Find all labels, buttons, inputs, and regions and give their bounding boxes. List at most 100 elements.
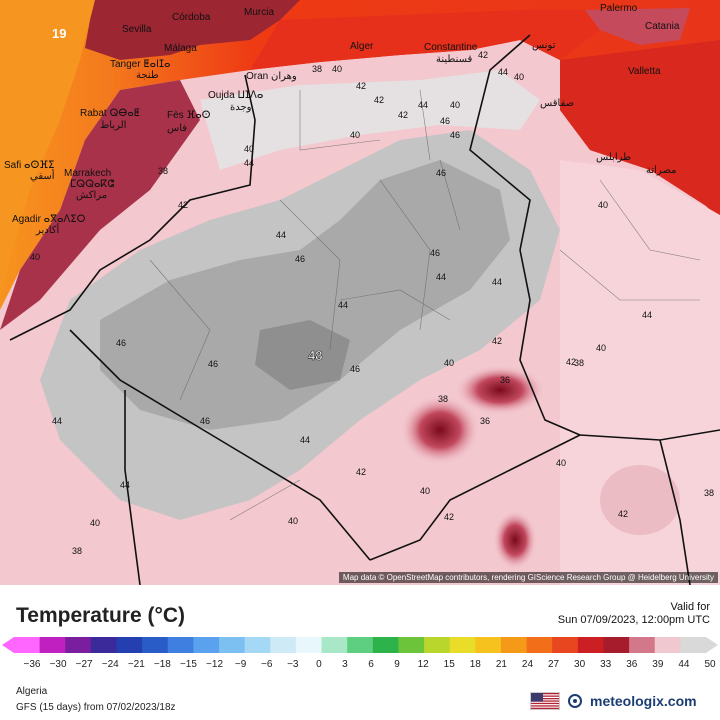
colorbar-right-arrow <box>706 637 718 653</box>
contour-label: 38 <box>438 394 448 404</box>
city-fes-ar[interactable]: فاس <box>167 123 187 134</box>
colorbar-segment <box>295 637 323 653</box>
contour-label: 40 <box>244 144 254 154</box>
contour-label: 44 <box>338 300 348 310</box>
city-sfax[interactable]: صفاقس <box>540 98 574 109</box>
colorbar-segment <box>449 637 476 653</box>
city-valletta[interactable]: Valletta <box>628 66 661 77</box>
border-algeria-libya <box>519 249 581 436</box>
city-tanger-ar[interactable]: طنجة <box>136 70 159 81</box>
colorbar-segment <box>680 637 707 653</box>
city-safi-ar[interactable]: أسفي <box>30 169 55 182</box>
sicily-land <box>585 8 690 45</box>
contour-label: 40 <box>444 358 454 368</box>
contour-label: 44 <box>492 277 502 287</box>
contour-label: 46 <box>436 168 446 178</box>
city-rabat[interactable]: Rabat ⵕⴱⴰⵟ <box>80 108 140 119</box>
city-catania[interactable]: Catania <box>645 21 680 32</box>
contour-label: 42 <box>356 467 366 477</box>
hotspot-hoggar <box>400 395 480 465</box>
colorbar-tick-label: 6 <box>368 659 374 670</box>
legend-title: Temperature (°C) <box>16 604 186 627</box>
colorbar-segment <box>398 637 425 653</box>
contour-label: 44 <box>300 435 310 445</box>
contour-label: 42 <box>566 357 576 367</box>
colorbar-tick-label: 3 <box>342 659 348 670</box>
city-constantine[interactable]: Constantine <box>424 42 478 53</box>
hotspot-niger <box>600 465 680 535</box>
city-oran[interactable]: Oran وهران <box>246 71 297 82</box>
colorbar-tick-label: 27 <box>547 659 560 670</box>
colorbar-segment <box>424 637 451 653</box>
colorbar-segment <box>167 637 194 653</box>
contour-label: 44 <box>52 416 62 426</box>
hot-core-48 <box>255 320 350 390</box>
morocco-hot-zone <box>0 80 200 330</box>
city-marrakech[interactable]: Marrakech <box>64 168 111 179</box>
hotspot-south <box>493 510 537 570</box>
city-alger[interactable]: Alger <box>350 41 374 52</box>
contour-labels: 19 38 40 42 40 44 42 40 42 44 46 40 46 4… <box>30 26 714 556</box>
us-flag-icon[interactable] <box>530 692 560 710</box>
colorbar-tick-label: 0 <box>316 659 322 670</box>
city-rabat-ar[interactable]: الرباط <box>100 120 126 131</box>
city-agadir-ar[interactable]: أكادير <box>35 223 60 236</box>
brand-name[interactable]: meteologix.com <box>590 693 697 709</box>
city-cordoba[interactable]: Córdoba <box>172 12 211 23</box>
colorbar-tick-label: 33 <box>600 659 612 670</box>
colorbar-segment <box>270 637 297 653</box>
city-constantine-ar[interactable]: قسنطينة <box>436 54 473 65</box>
city-misrata[interactable]: مصراتة <box>646 165 676 176</box>
province-lines <box>149 89 701 521</box>
city-sevilla[interactable]: Sevilla <box>122 24 152 35</box>
colorbar-tick-label: −18 <box>153 659 171 670</box>
colorbar-tick-label: 39 <box>652 659 664 670</box>
city-safi[interactable]: Safi ⴰⵙⴼⵉ <box>4 160 54 171</box>
city-tripoli[interactable]: طرابلس <box>596 152 631 163</box>
city-oujda-ar[interactable]: وجدة <box>230 102 252 113</box>
map-attribution[interactable]: Map data © OpenStreetMap contributors, r… <box>338 572 718 583</box>
colorbar-tick-label: −30 <box>49 659 67 670</box>
colorbar-segment <box>14 637 41 653</box>
colorbar-tick-label: 44 <box>678 659 690 670</box>
contour-label: 40 <box>598 200 608 210</box>
contour-label: 46 <box>440 116 450 126</box>
border-algeria-tunisia <box>469 34 531 251</box>
city-murcia[interactable]: Murcia <box>244 7 274 18</box>
contour-label: 42 <box>478 50 488 60</box>
contour-label: 19 <box>52 26 66 41</box>
border-algeria-niger <box>369 434 581 561</box>
mediterranean-central <box>250 10 600 70</box>
city-oujda[interactable]: Oujda ⵡⵊⴷⴰ <box>208 90 263 101</box>
border-morocco-algeria <box>9 74 256 341</box>
contour-label: 40 <box>596 343 606 353</box>
temperature-colorbar <box>2 637 718 653</box>
colorbar-segment <box>116 637 143 653</box>
colorbar-segment <box>39 637 66 653</box>
city-tunis[interactable]: تونس <box>532 40 556 51</box>
contour-label: 42 <box>618 509 628 519</box>
colorbar-segment <box>372 637 399 653</box>
colorbar-tick-label: 9 <box>394 659 400 670</box>
city-marrakech-ar[interactable]: مراكش <box>76 190 107 201</box>
colorbar-tick-label: −27 <box>75 659 93 670</box>
city-palermo[interactable]: Palermo <box>600 3 638 14</box>
libya-land <box>560 160 720 585</box>
valid-for-label: Valid for <box>670 601 710 613</box>
temperature-map[interactable]: Córdoba Murcia Sevilla Málaga Tanger ⵟⴰⵏ… <box>0 0 720 585</box>
colorbar-tick-label: −12 <box>206 659 224 670</box>
colorbar-segment <box>90 637 118 653</box>
colorbar-segment <box>603 637 630 653</box>
contour-label: 42 <box>374 95 384 105</box>
city-malaga[interactable]: Málaga <box>164 43 197 54</box>
city-tanger[interactable]: Tanger ⵟⴰⵏⵊⴰ <box>110 59 170 70</box>
colorbar-segment <box>552 637 579 653</box>
brand[interactable]: meteologix.com <box>530 692 697 710</box>
city-labels: Córdoba Murcia Sevilla Málaga Tanger ⵟⴰⵏ… <box>4 3 680 236</box>
colorbar-ticks: −36 −30 −27 −24 −21 −18 −15 −12 −9 −6 −3 0 3 6 9 12 15 18… <box>0 659 720 673</box>
contour-label: 38 <box>158 166 168 176</box>
city-fes[interactable]: Fès ⴼⴰⵙ <box>167 110 211 121</box>
contour-label: 46 <box>450 130 460 140</box>
city-agadir[interactable]: Agadir ⴰⴳⴰⴷⵉⵔ <box>12 214 86 225</box>
city-marrakech-tf[interactable]: ⵎⵕⵕⴰⴽⵛ <box>70 179 114 190</box>
